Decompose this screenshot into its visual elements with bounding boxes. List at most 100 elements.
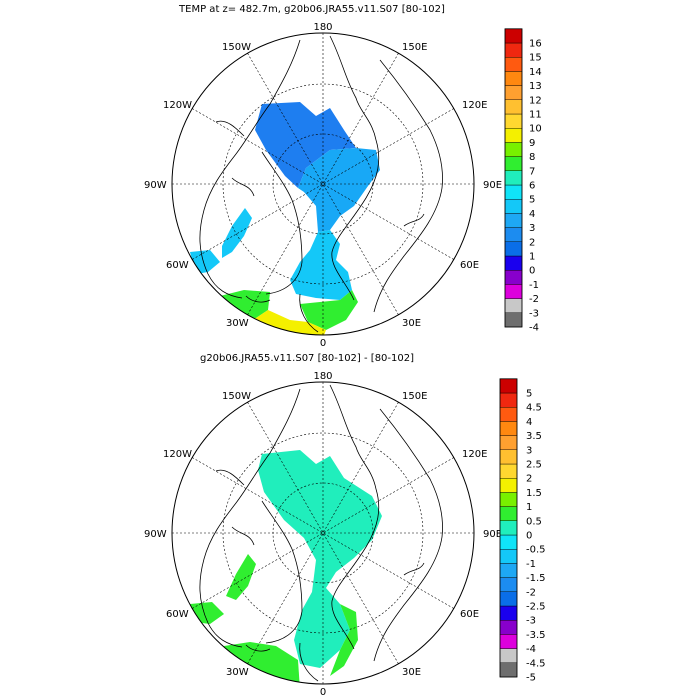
colorbar-swatch	[499, 492, 518, 507]
fill-baffin-positive	[226, 554, 256, 600]
colorbar-tick-label: 16	[529, 39, 542, 50]
colorbar-tick-label: -2	[529, 294, 539, 305]
colorbar-tick-label: 0.5	[526, 516, 542, 527]
colorbar-tick-label: -5	[526, 673, 536, 684]
colorbar-tick-label: 5	[529, 195, 535, 206]
lon-label-180: 180	[313, 22, 332, 33]
panel-2-colorbar: -5 -4.5 -4 -3.5 -3 -2.5 -2 -1.5 -1 -0.5 0 0.5 1 1.5 2 2…	[499, 378, 546, 684]
colorbar-swatch	[499, 463, 518, 479]
colorbar-swatch	[499, 435, 518, 451]
colorbar-swatch	[504, 99, 523, 115]
colorbar-tick-label: -2	[526, 587, 536, 598]
colorbar-tick-label: 2.5	[526, 460, 542, 471]
lon-label-90w: 90W	[144, 529, 167, 540]
colorbar-swatch	[499, 449, 518, 465]
panel-2-coastlines	[199, 384, 443, 682]
colorbar-tick-label: -3.5	[526, 630, 546, 641]
colorbar-tick-label: 1.5	[526, 488, 542, 499]
lon-label-90e: 90E	[483, 180, 502, 191]
colorbar-tick-label: 4	[529, 209, 535, 220]
colorbar-tick-label: 0	[529, 266, 535, 277]
colorbar-frame	[499, 378, 518, 678]
colorbar-swatch	[504, 198, 523, 214]
panel-1-map: 180 0 90W 90E 150W 120W 150E 120E 60W 30…	[144, 22, 502, 349]
colorbar-swatch	[504, 298, 523, 314]
colorbar-swatch	[499, 563, 518, 578]
panel-2-lon-labels: 180 0 90W 90E 150W 120W 150E 120E 60W 30…	[144, 371, 502, 698]
fill-norwegian-coast	[300, 290, 358, 330]
colorbar-tick-label: 13	[529, 81, 542, 92]
panel-1-title: TEMP at z= 482.7m, g20b06.JRA55.v11.S07 …	[178, 4, 445, 15]
colorbar-tick-label: 5	[526, 389, 532, 400]
colorbar-swatch	[499, 506, 518, 522]
colorbar-tick-label: 7	[529, 166, 535, 177]
colorbar-tick-label: 8	[529, 152, 535, 163]
colorbar-tick-label: 14	[529, 67, 542, 78]
colorbar-tick-label: -3	[526, 616, 536, 627]
lon-label-60e: 60E	[460, 260, 479, 271]
lon-label-150e: 150E	[402, 391, 427, 402]
lon-label-120w: 120W	[163, 100, 192, 111]
colorbar-swatch	[504, 28, 523, 44]
colorbar-tick-label: 6	[529, 181, 535, 192]
colorbar-tick-label: -2.5	[526, 602, 546, 613]
colorbar-swatch	[499, 577, 518, 592]
colorbar-tick-label: -4	[529, 323, 539, 334]
colorbar-tick-label: 3.5	[526, 431, 542, 442]
lon-label-120w: 120W	[163, 449, 192, 460]
colorbar-frame	[504, 28, 523, 328]
lon-label-180: 180	[313, 371, 332, 382]
colorbar-swatch	[504, 170, 523, 186]
colorbar-swatch	[504, 156, 523, 172]
lon-label-30w: 30W	[226, 667, 249, 678]
colorbar-tick-label: 2	[529, 237, 535, 248]
panel-2-title: g20b06.JRA55.v11.S07 [80-102] - [80-102]	[200, 353, 414, 364]
fill-eurasian-basin	[298, 148, 380, 232]
colorbar-tick-label: 4	[526, 417, 532, 428]
lon-label-120e: 120E	[462, 100, 487, 111]
colorbar-tick-label: 1	[529, 252, 535, 263]
colorbar-swatch	[499, 421, 518, 436]
colorbar-tick-label: -4	[526, 644, 536, 655]
panel-1-lon-labels: 180 0 90W 90E 150W 120W 150E 120E 60W 30…	[144, 22, 502, 349]
colorbar-swatch	[499, 520, 518, 536]
colorbar-swatch	[504, 127, 523, 143]
colorbar-swatch	[504, 284, 523, 299]
colorbar-tick-label: 3	[526, 445, 532, 456]
colorbar-tick-label: -0.5	[526, 545, 546, 556]
lon-label-30e: 30E	[402, 667, 421, 678]
colorbar-tick-label: 0	[526, 531, 532, 542]
colorbar-tick-label: 15	[529, 53, 542, 64]
lon-label-30e: 30E	[402, 318, 421, 329]
colorbar-swatch	[504, 184, 523, 200]
colorbar-tick-label: -3	[529, 308, 539, 319]
colorbar-swatch	[504, 255, 523, 271]
lon-label-0: 0	[320, 338, 326, 349]
colorbar-swatch	[504, 213, 523, 228]
colorbar-tick-label: 1	[526, 502, 532, 513]
lon-label-0: 0	[320, 687, 326, 698]
colorbar-swatch	[499, 534, 518, 550]
colorbar-swatch	[504, 42, 523, 58]
colorbar-swatch	[504, 57, 523, 72]
colorbar-tick-label: -1	[529, 280, 539, 291]
colorbar-swatch	[499, 634, 518, 649]
colorbar-swatch	[499, 591, 518, 607]
colorbar-tick-label: -4.5	[526, 658, 546, 669]
lon-label-60w: 60W	[166, 260, 189, 271]
lon-label-30w: 30W	[226, 318, 249, 329]
colorbar-swatch	[504, 270, 523, 285]
panel-1-coastlines	[199, 35, 443, 333]
fill-norwegian-positive	[330, 604, 358, 676]
colorbar-swatch	[504, 312, 523, 328]
panel-1-color-fill	[190, 102, 380, 335]
lon-label-90w: 90W	[144, 180, 167, 191]
colorbar-swatch	[504, 113, 523, 129]
lon-label-150w: 150W	[222, 391, 251, 402]
colorbar-swatch	[499, 620, 518, 635]
colorbar-swatch	[499, 549, 518, 564]
colorbar-tick-label: -1	[526, 559, 536, 570]
colorbar-tick-label: 9	[529, 138, 535, 149]
colorbar-swatch	[499, 378, 518, 394]
